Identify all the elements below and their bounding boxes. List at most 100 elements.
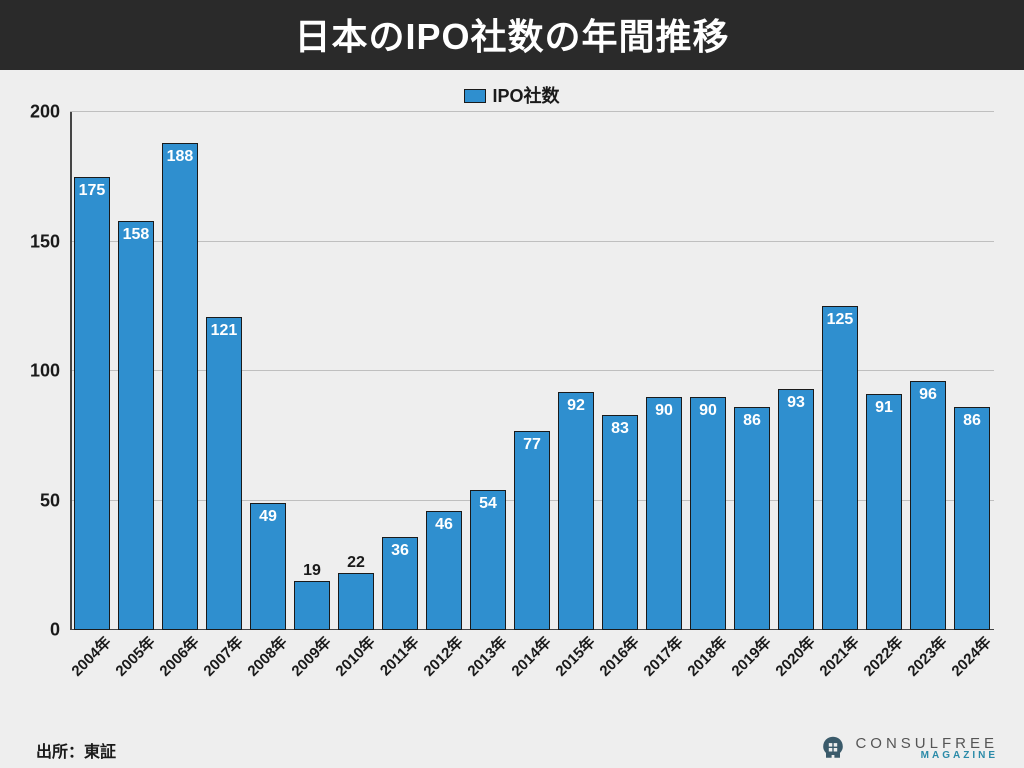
bar: 121 bbox=[206, 317, 242, 630]
bar-slot: 772014年 bbox=[510, 112, 554, 630]
legend-swatch bbox=[464, 89, 486, 103]
legend-label: IPO社数 bbox=[492, 86, 559, 106]
bar: 36 bbox=[382, 537, 418, 630]
brand-text: CONSULFREE MAGAZINE bbox=[855, 736, 998, 761]
source-label: 出所：東証 bbox=[36, 738, 116, 762]
bar-slot: 912022年 bbox=[862, 112, 906, 630]
x-tick-label: 2012年 bbox=[418, 631, 467, 680]
bar: 46 bbox=[426, 511, 462, 630]
x-tick-label: 2020年 bbox=[770, 631, 819, 680]
x-tick-label: 2017年 bbox=[638, 631, 687, 680]
bar-slot: 222010年 bbox=[334, 112, 378, 630]
brand: CONSULFREE MAGAZINE bbox=[819, 734, 998, 762]
x-tick-label: 2014年 bbox=[506, 631, 555, 680]
bar: 19 bbox=[294, 581, 330, 630]
x-tick-label: 2021年 bbox=[814, 631, 863, 680]
y-tick-label: 150 bbox=[10, 231, 60, 252]
bar-value-label: 96 bbox=[919, 386, 937, 404]
x-tick-label: 2005年 bbox=[110, 631, 159, 680]
title-text: 日本のIPO社数の年間推移 bbox=[294, 16, 729, 57]
y-tick-label: 0 bbox=[10, 620, 60, 641]
bar-value-label: 83 bbox=[611, 420, 629, 438]
bar-slot: 962023年 bbox=[906, 112, 950, 630]
bar: 86 bbox=[954, 407, 990, 630]
bar: 93 bbox=[778, 389, 814, 630]
bar: 86 bbox=[734, 407, 770, 630]
x-tick-label: 2009年 bbox=[286, 631, 335, 680]
bar-slot: 862019年 bbox=[730, 112, 774, 630]
bar-value-label: 36 bbox=[391, 542, 409, 560]
bar-value-label: 125 bbox=[827, 311, 854, 329]
x-tick-label: 2019年 bbox=[726, 631, 775, 680]
bar-value-label: 86 bbox=[743, 412, 761, 430]
bar-value-label: 90 bbox=[699, 402, 717, 420]
x-tick-label: 2011年 bbox=[375, 632, 423, 680]
x-tick-label: 2015年 bbox=[550, 631, 599, 680]
x-tick-label: 2008年 bbox=[242, 631, 291, 680]
bar: 83 bbox=[602, 415, 638, 630]
bar: 125 bbox=[822, 306, 858, 630]
brand-sub: MAGAZINE bbox=[855, 751, 998, 761]
x-tick-label: 2006年 bbox=[154, 631, 203, 680]
bar: 158 bbox=[118, 221, 154, 630]
x-tick-label: 2007年 bbox=[198, 631, 247, 680]
bar-value-label: 93 bbox=[787, 394, 805, 412]
bar: 96 bbox=[910, 381, 946, 630]
bar-slot: 902018年 bbox=[686, 112, 730, 630]
bar-slot: 902017年 bbox=[642, 112, 686, 630]
x-tick-label: 2022年 bbox=[858, 631, 907, 680]
bar-value-label: 54 bbox=[479, 495, 497, 513]
bar-value-label: 22 bbox=[347, 554, 365, 572]
x-tick-label: 2004年 bbox=[66, 631, 115, 680]
bar-slot: 862024年 bbox=[950, 112, 994, 630]
bar-slot: 492008年 bbox=[246, 112, 290, 630]
chart-area: IPO社数 0501001502001752004年1582005年188200… bbox=[0, 70, 1024, 710]
bar-value-label: 90 bbox=[655, 402, 673, 420]
bar-value-label: 91 bbox=[875, 399, 893, 417]
bar-slot: 1252021年 bbox=[818, 112, 862, 630]
bar-slot: 362011年 bbox=[378, 112, 422, 630]
bar-value-label: 77 bbox=[523, 436, 541, 454]
x-tick-label: 2013年 bbox=[462, 631, 511, 680]
x-tick-label: 2010年 bbox=[330, 631, 379, 680]
bar: 22 bbox=[338, 573, 374, 630]
bar-value-label: 86 bbox=[963, 412, 981, 430]
bar-value-label: 121 bbox=[211, 322, 238, 340]
y-tick-label: 200 bbox=[10, 102, 60, 123]
page-title: 日本のIPO社数の年間推移 bbox=[0, 0, 1024, 70]
bar-slot: 1752004年 bbox=[70, 112, 114, 630]
bar: 77 bbox=[514, 431, 550, 630]
bar: 175 bbox=[74, 177, 110, 630]
bar: 91 bbox=[866, 394, 902, 630]
y-tick-label: 100 bbox=[10, 361, 60, 382]
bar-slot: 192009年 bbox=[290, 112, 334, 630]
bar-value-label: 158 bbox=[123, 226, 150, 244]
plot-region: 0501001502001752004年1582005年1882006年1212… bbox=[70, 112, 994, 630]
bar-slot: 462012年 bbox=[422, 112, 466, 630]
x-tick-label: 2016年 bbox=[594, 631, 643, 680]
y-tick-label: 50 bbox=[10, 490, 60, 511]
bar-value-label: 188 bbox=[167, 148, 194, 166]
bar-slot: 1882006年 bbox=[158, 112, 202, 630]
bar-value-label: 49 bbox=[259, 508, 277, 526]
x-tick-label: 2018年 bbox=[682, 631, 731, 680]
bar: 188 bbox=[162, 143, 198, 630]
bar-slot: 832016年 bbox=[598, 112, 642, 630]
bar-slot: 542013年 bbox=[466, 112, 510, 630]
bar-slot: 932020年 bbox=[774, 112, 818, 630]
bar-slot: 1582005年 bbox=[114, 112, 158, 630]
bar: 90 bbox=[690, 397, 726, 630]
bar-slot: 1212007年 bbox=[202, 112, 246, 630]
brand-logo-icon bbox=[819, 734, 847, 762]
bar: 92 bbox=[558, 392, 594, 630]
bar-value-label: 92 bbox=[567, 397, 585, 415]
x-tick-label: 2023年 bbox=[902, 631, 951, 680]
x-tick-label: 2024年 bbox=[946, 631, 995, 680]
bar: 54 bbox=[470, 490, 506, 630]
legend: IPO社数 bbox=[0, 82, 1024, 108]
bar-value-label: 19 bbox=[303, 562, 321, 580]
bar-slot: 922015年 bbox=[554, 112, 598, 630]
footer: 出所：東証 CONSULFREE MAGAZINE bbox=[0, 710, 1024, 768]
bar-value-label: 175 bbox=[79, 182, 106, 200]
bar-value-label: 46 bbox=[435, 516, 453, 534]
